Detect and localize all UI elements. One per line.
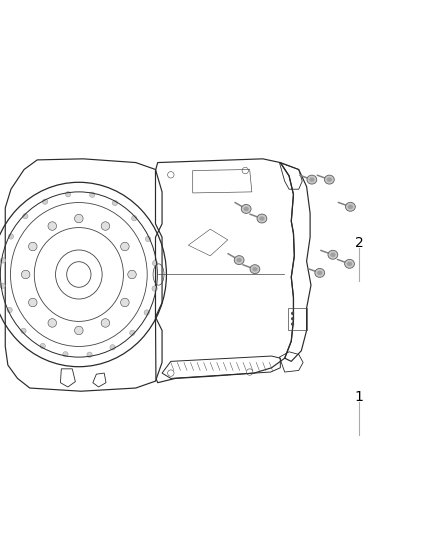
Ellipse shape (307, 175, 317, 184)
Ellipse shape (241, 205, 251, 213)
Circle shape (7, 308, 12, 313)
Ellipse shape (315, 269, 325, 277)
Circle shape (101, 222, 110, 230)
Circle shape (291, 322, 294, 326)
Ellipse shape (252, 267, 258, 271)
Circle shape (0, 283, 5, 288)
Ellipse shape (345, 260, 354, 268)
Ellipse shape (325, 175, 334, 184)
Circle shape (40, 343, 46, 349)
Ellipse shape (348, 205, 353, 209)
Ellipse shape (347, 262, 352, 266)
Ellipse shape (237, 258, 242, 262)
Circle shape (48, 319, 57, 327)
Ellipse shape (328, 251, 338, 259)
Ellipse shape (234, 256, 244, 264)
Ellipse shape (257, 214, 267, 223)
Circle shape (152, 261, 158, 266)
Circle shape (89, 192, 95, 197)
Ellipse shape (330, 253, 336, 257)
Circle shape (65, 191, 71, 197)
Circle shape (21, 328, 26, 334)
Circle shape (145, 236, 151, 241)
Ellipse shape (259, 216, 265, 221)
Ellipse shape (346, 203, 355, 211)
Ellipse shape (317, 271, 322, 275)
Circle shape (0, 258, 6, 263)
Circle shape (291, 317, 294, 320)
Text: 2: 2 (355, 236, 364, 249)
Circle shape (144, 310, 149, 315)
Circle shape (110, 345, 115, 350)
Circle shape (131, 215, 137, 221)
Circle shape (74, 214, 83, 223)
Circle shape (42, 199, 48, 204)
Circle shape (8, 234, 14, 239)
Circle shape (152, 286, 157, 291)
Circle shape (112, 200, 118, 206)
Circle shape (48, 222, 57, 230)
Circle shape (63, 352, 68, 357)
Circle shape (120, 298, 129, 307)
Circle shape (101, 319, 110, 327)
Ellipse shape (309, 177, 314, 182)
Circle shape (23, 214, 28, 219)
Circle shape (130, 330, 135, 335)
Circle shape (120, 242, 129, 251)
Circle shape (291, 312, 294, 315)
Ellipse shape (327, 177, 332, 182)
Circle shape (21, 270, 30, 279)
Circle shape (128, 270, 136, 279)
Circle shape (28, 242, 37, 251)
Circle shape (87, 352, 92, 358)
Text: 1: 1 (355, 390, 364, 404)
Ellipse shape (244, 207, 249, 211)
Ellipse shape (250, 265, 260, 273)
Circle shape (74, 326, 83, 335)
Circle shape (28, 298, 37, 307)
